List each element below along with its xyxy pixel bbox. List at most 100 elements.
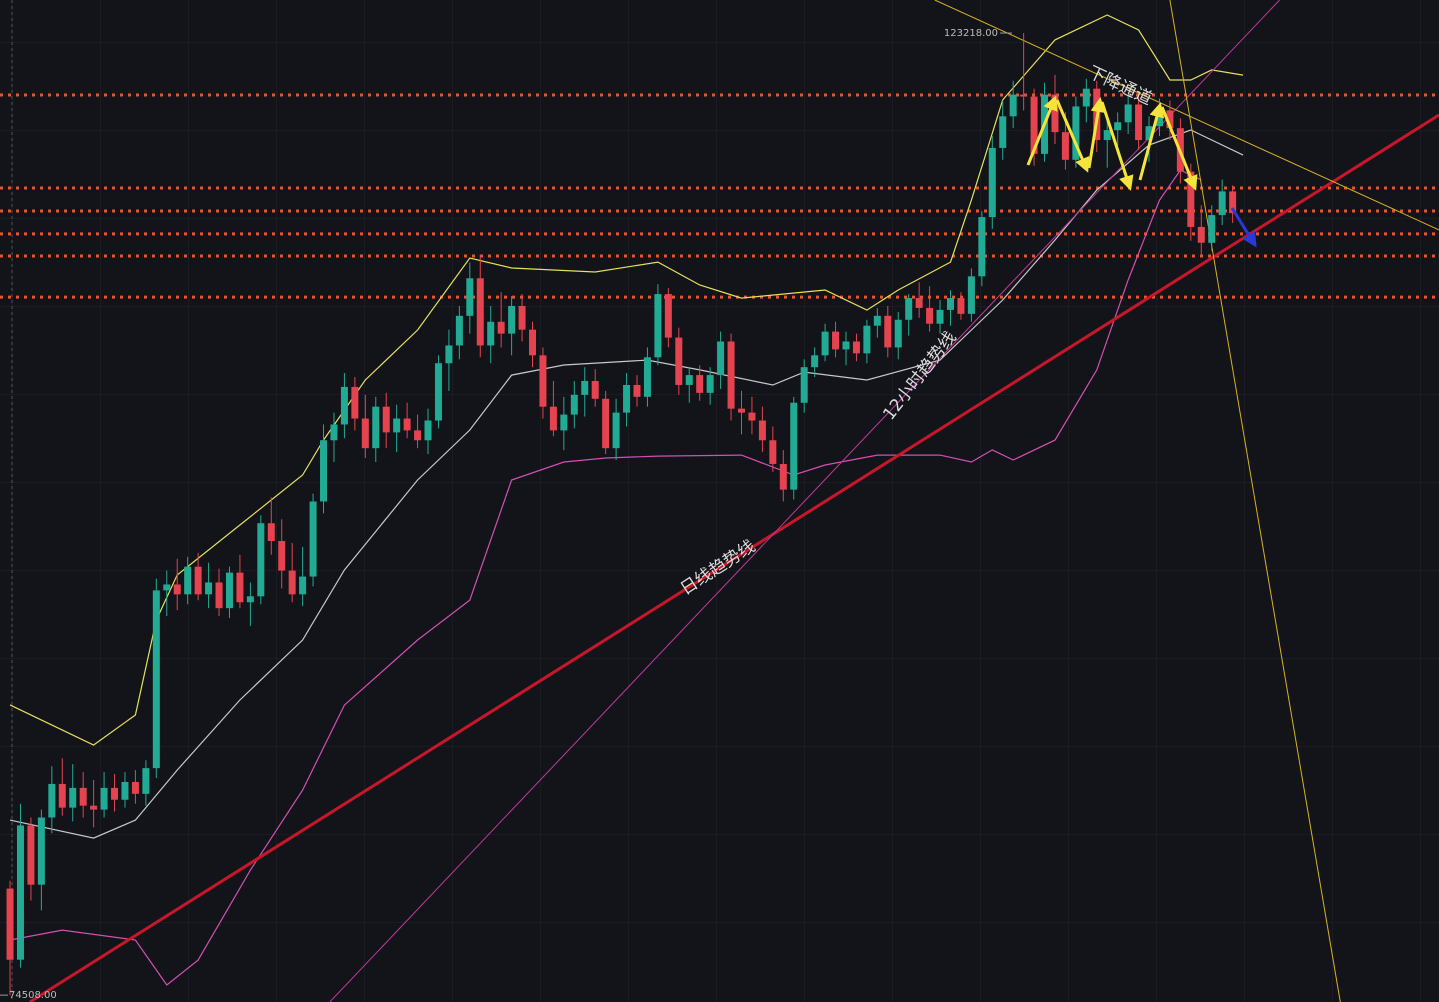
candle-body bbox=[131, 781, 139, 794]
candle-body bbox=[894, 319, 902, 348]
candle-body bbox=[414, 430, 422, 441]
candle-body bbox=[654, 294, 662, 358]
trend-line bbox=[1169, 0, 1341, 1002]
candle-body bbox=[1187, 171, 1195, 227]
candle-body bbox=[790, 402, 798, 490]
candle-body bbox=[957, 298, 965, 314]
candle-body bbox=[821, 331, 829, 356]
candle-body bbox=[16, 825, 24, 960]
price-label: 123218.00 bbox=[944, 28, 998, 39]
candle-body bbox=[884, 315, 892, 348]
candle-body bbox=[623, 384, 631, 413]
candle-body bbox=[1197, 226, 1205, 243]
trend-line bbox=[934, 0, 1439, 231]
candle-body bbox=[518, 305, 526, 330]
candle-body bbox=[591, 381, 599, 399]
arrows bbox=[1026, 95, 1257, 248]
candle-body bbox=[267, 523, 275, 541]
candle-body bbox=[288, 570, 296, 595]
candle-body bbox=[309, 501, 317, 577]
candle-body bbox=[340, 386, 348, 425]
candle-body bbox=[1051, 94, 1059, 133]
candle-body bbox=[1009, 94, 1017, 117]
candle-body bbox=[163, 584, 171, 591]
candle-body bbox=[320, 440, 328, 502]
band-line bbox=[9, 169, 1202, 986]
candle-body bbox=[988, 147, 996, 218]
candle-body bbox=[508, 305, 516, 334]
candle-body bbox=[299, 576, 307, 595]
candle-body bbox=[351, 386, 359, 419]
candle-body bbox=[717, 341, 725, 376]
candle-body bbox=[403, 418, 411, 431]
candle-body bbox=[497, 321, 505, 334]
candle-body bbox=[69, 787, 77, 808]
candle-body bbox=[643, 357, 651, 397]
candle-body bbox=[633, 384, 641, 397]
candle-body bbox=[79, 787, 87, 806]
candle-body bbox=[779, 463, 787, 490]
candle-body bbox=[863, 325, 871, 354]
candle-body bbox=[361, 418, 369, 449]
candle-body bbox=[936, 309, 944, 324]
candle-body bbox=[1208, 215, 1216, 243]
candle-body bbox=[727, 341, 735, 409]
candle-body bbox=[424, 420, 432, 441]
candle-body bbox=[570, 394, 578, 415]
candle-body bbox=[978, 217, 986, 277]
candle-body bbox=[100, 787, 108, 810]
candle-body bbox=[6, 888, 14, 960]
candle-body bbox=[37, 817, 45, 885]
candle-body bbox=[1145, 126, 1153, 141]
candle-body bbox=[842, 341, 850, 350]
candle-body bbox=[27, 825, 35, 885]
candle-body bbox=[142, 768, 150, 794]
trend-line bbox=[329, 0, 1280, 1002]
candle-body bbox=[748, 412, 756, 421]
candle-body bbox=[445, 345, 453, 364]
candle-body bbox=[967, 276, 975, 314]
candle-body bbox=[832, 331, 840, 350]
candle-body bbox=[1135, 104, 1143, 141]
candle-body bbox=[999, 116, 1007, 148]
candle-body bbox=[173, 584, 181, 595]
candle-body bbox=[90, 805, 98, 810]
candle-body bbox=[58, 783, 66, 808]
candle-body bbox=[529, 329, 537, 356]
candle-body bbox=[1030, 96, 1038, 154]
candle-body bbox=[811, 355, 819, 368]
candle-body bbox=[549, 406, 557, 431]
candle-body bbox=[434, 363, 442, 421]
candle-body bbox=[685, 375, 693, 385]
candle-body bbox=[926, 307, 934, 324]
candle-body bbox=[915, 298, 923, 308]
candle-body bbox=[48, 783, 56, 818]
candle-body bbox=[1166, 110, 1174, 129]
candle-body bbox=[1103, 130, 1111, 141]
candle-body bbox=[476, 278, 484, 346]
candle-body bbox=[1061, 132, 1069, 160]
arrow bbox=[1160, 106, 1198, 191]
candle-body bbox=[852, 341, 860, 354]
candle-body bbox=[246, 596, 254, 603]
candle-body bbox=[372, 406, 380, 449]
candle-body bbox=[1082, 88, 1090, 107]
candle-body bbox=[330, 424, 338, 441]
candle-body bbox=[581, 381, 589, 395]
candle-body bbox=[758, 420, 766, 441]
candle-body bbox=[539, 355, 547, 407]
arrow bbox=[1026, 95, 1058, 166]
candle-body bbox=[205, 582, 213, 595]
candle-body bbox=[1020, 94, 1028, 97]
candle-body bbox=[905, 298, 913, 320]
candle-body bbox=[800, 367, 808, 403]
candle-body bbox=[1114, 122, 1122, 131]
candle-body bbox=[194, 566, 202, 595]
candle-body bbox=[455, 315, 463, 346]
candle-body bbox=[257, 523, 265, 597]
candle-body bbox=[1218, 191, 1226, 216]
arrow bbox=[1138, 102, 1165, 181]
candle-body bbox=[769, 440, 777, 464]
